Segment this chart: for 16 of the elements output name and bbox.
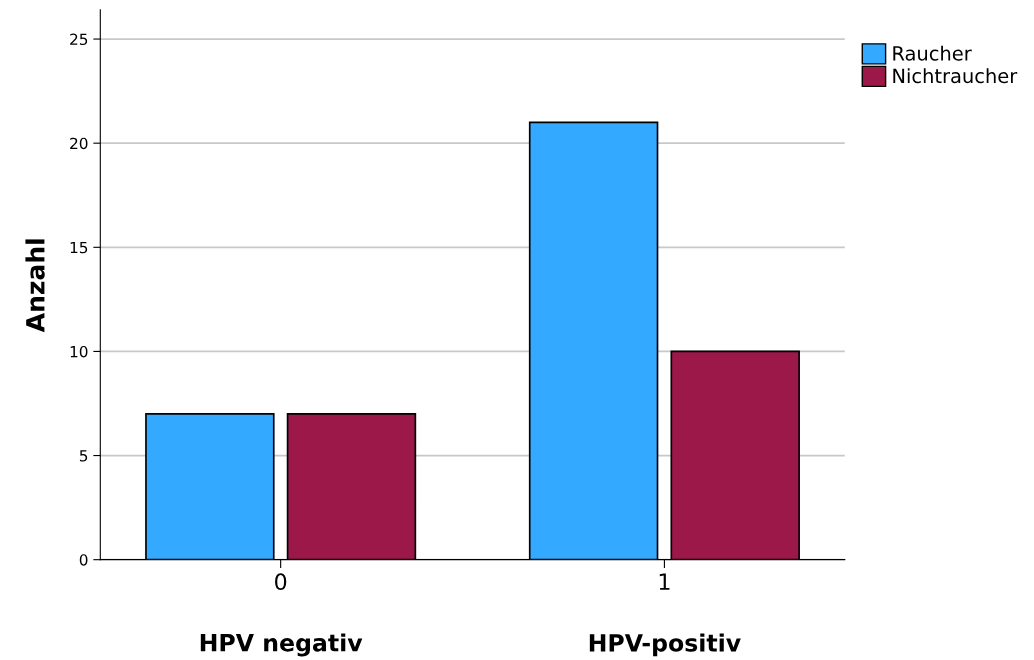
x-tick-label: 1	[659, 573, 670, 590]
y-tick-label: 20	[70, 137, 88, 150]
y-tick-label: 5	[79, 450, 88, 462]
bar	[670, 350, 800, 560]
y-tick-label: 25	[70, 33, 88, 46]
y-axis-title: Anzahl	[25, 239, 45, 333]
legend-label: Nichtraucher	[893, 68, 1018, 84]
legend-label: Raucher	[893, 45, 972, 61]
text: HPV negativ	[200, 633, 363, 657]
bar	[528, 121, 659, 560]
y-tick-label: 0	[79, 554, 88, 566]
bar	[286, 413, 417, 560]
bar	[145, 413, 275, 560]
text: HPV-positiv	[589, 633, 741, 657]
y-tick-label: 15	[70, 241, 88, 254]
y-tick-label: 10	[70, 345, 88, 358]
